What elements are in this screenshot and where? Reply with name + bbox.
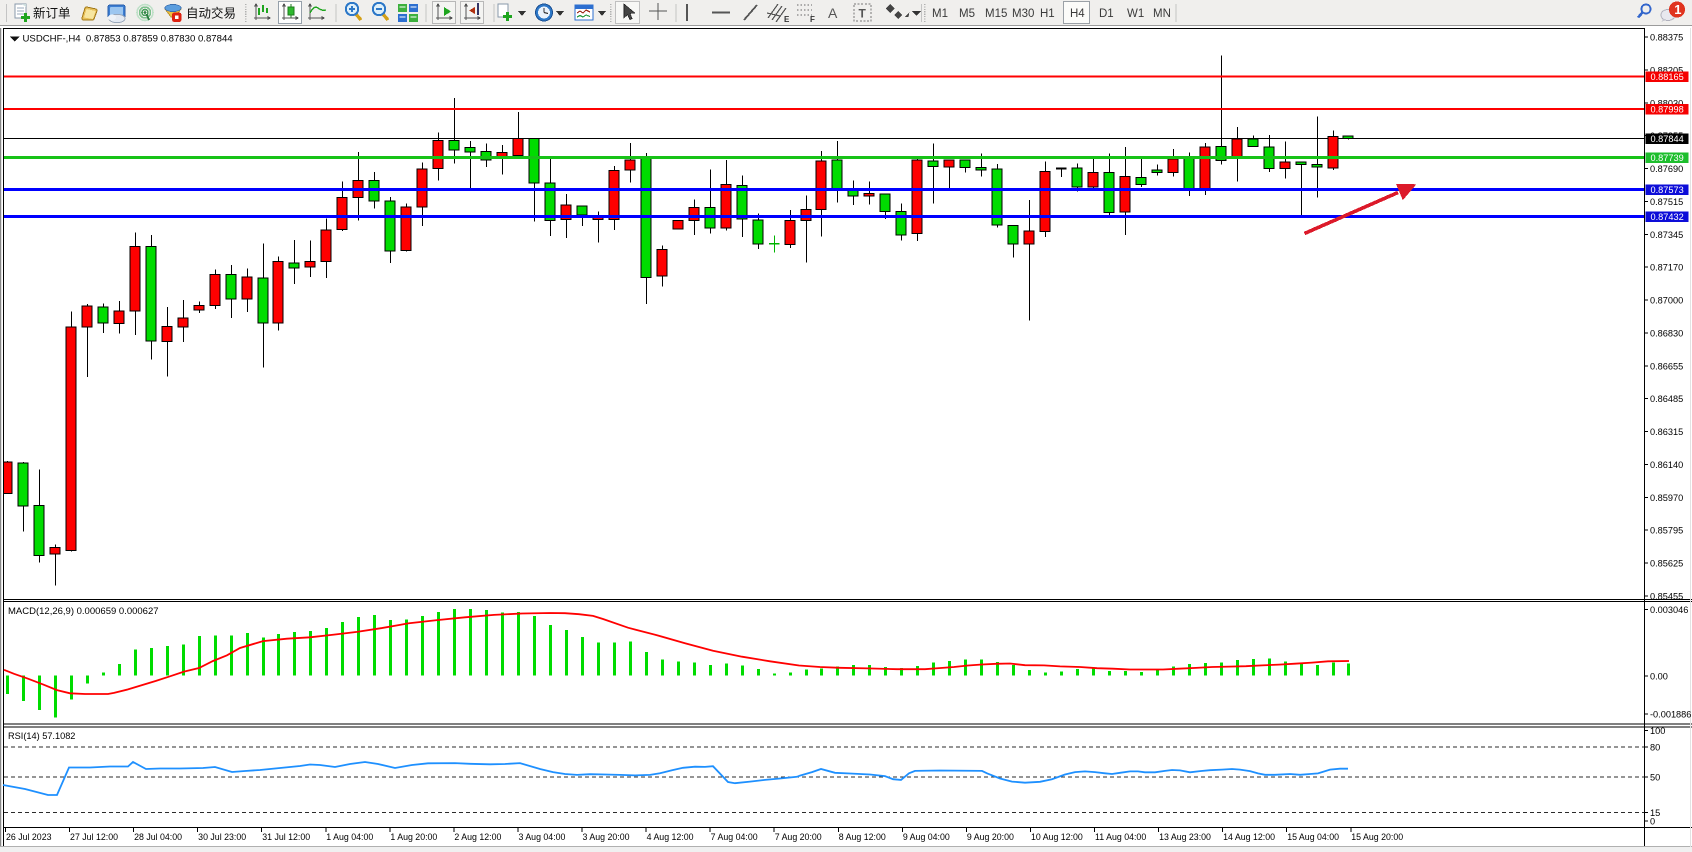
svg-text:A: A (828, 5, 838, 21)
svg-text:1: 1 (1674, 2, 1681, 17)
svg-text:0: 0 (1650, 817, 1655, 827)
svg-text:M5: M5 (959, 8, 975, 20)
svg-text:27 Jul 12:00: 27 Jul 12:00 (70, 832, 118, 842)
svg-text:14 Aug 12:00: 14 Aug 12:00 (1223, 832, 1275, 842)
svg-text:0.87515: 0.87515 (1650, 197, 1683, 207)
svg-text:0.87432: 0.87432 (1651, 212, 1684, 222)
svg-text:0.87573: 0.87573 (1651, 185, 1684, 195)
svg-text:0.88030: 0.88030 (1650, 98, 1683, 108)
svg-text:0.87690: 0.87690 (1650, 164, 1683, 174)
svg-text:M15: M15 (985, 8, 1007, 20)
svg-text:D1: D1 (1099, 8, 1114, 20)
svg-text:1 Aug 20:00: 1 Aug 20:00 (390, 832, 437, 842)
svg-text:3 Aug 04:00: 3 Aug 04:00 (518, 832, 565, 842)
svg-text:13 Aug 23:00: 13 Aug 23:00 (1159, 832, 1211, 842)
svg-text:26 Jul 2023: 26 Jul 2023 (6, 832, 52, 842)
svg-text:T: T (859, 7, 867, 21)
svg-text:0.87844: 0.87844 (1651, 134, 1684, 144)
svg-text:0.87739: 0.87739 (1651, 153, 1684, 163)
svg-text:H4: H4 (1070, 8, 1085, 20)
svg-text:100: 100 (1650, 726, 1665, 736)
svg-text:9 Aug 04:00: 9 Aug 04:00 (903, 832, 950, 842)
svg-text:0.87000: 0.87000 (1650, 296, 1683, 306)
svg-text:0.86830: 0.86830 (1650, 328, 1683, 338)
svg-text:28 Jul 04:00: 28 Jul 04:00 (134, 832, 182, 842)
svg-text:15 Aug 04:00: 15 Aug 04:00 (1287, 832, 1339, 842)
svg-text:M1: M1 (932, 8, 948, 20)
svg-text:H1: H1 (1040, 8, 1055, 20)
svg-text:0.87170: 0.87170 (1650, 263, 1683, 273)
svg-text:0.85625: 0.85625 (1650, 559, 1683, 569)
svg-text:15: 15 (1650, 808, 1660, 818)
svg-text:0.87998: 0.87998 (1651, 105, 1684, 115)
svg-text:W1: W1 (1127, 8, 1144, 20)
svg-text:0.86140: 0.86140 (1650, 460, 1683, 470)
svg-text:1 Aug 04:00: 1 Aug 04:00 (326, 832, 373, 842)
svg-text:10 Aug 12:00: 10 Aug 12:00 (1031, 832, 1083, 842)
svg-text:8 Aug 12:00: 8 Aug 12:00 (839, 832, 886, 842)
svg-text:0.86315: 0.86315 (1650, 427, 1683, 437)
svg-text:MACD(12,26,9) 0.000659 0.00062: MACD(12,26,9) 0.000659 0.000627 (8, 606, 159, 617)
svg-text:2 Aug 12:00: 2 Aug 12:00 (454, 832, 501, 842)
svg-text:0.00: 0.00 (1650, 672, 1668, 682)
svg-text:USDCHF-,H4 0.87853 0.87859 0.: USDCHF-,H4 0.87853 0.87859 0.87830 0.878… (23, 34, 234, 45)
svg-text:-0.001886: -0.001886 (1650, 710, 1691, 720)
svg-text:9 Aug 20:00: 9 Aug 20:00 (967, 832, 1014, 842)
svg-text:11 Aug 04:00: 11 Aug 04:00 (1095, 832, 1146, 842)
svg-text:F: F (810, 15, 815, 24)
svg-text:新订单: 新订单 (33, 6, 71, 21)
svg-text:3 Aug 20:00: 3 Aug 20:00 (583, 832, 630, 842)
svg-text:30 Jul 23:00: 30 Jul 23:00 (198, 832, 246, 842)
svg-text:0.86655: 0.86655 (1650, 361, 1683, 371)
svg-text:80: 80 (1650, 743, 1660, 753)
svg-text:0.88375: 0.88375 (1650, 33, 1683, 43)
svg-text:0.85455: 0.85455 (1650, 592, 1683, 602)
svg-text:RSI(14) 57.1082: RSI(14) 57.1082 (8, 731, 75, 741)
svg-text:0.88205: 0.88205 (1650, 65, 1683, 75)
svg-text:M30: M30 (1012, 8, 1034, 20)
svg-text:7 Aug 04:00: 7 Aug 04:00 (711, 832, 758, 842)
svg-text:0.86485: 0.86485 (1650, 394, 1683, 404)
svg-text:7 Aug 20:00: 7 Aug 20:00 (775, 832, 822, 842)
svg-text:31 Jul 12:00: 31 Jul 12:00 (262, 832, 310, 842)
svg-text:自动交易: 自动交易 (186, 6, 236, 21)
svg-text:4 Aug 12:00: 4 Aug 12:00 (647, 832, 694, 842)
svg-text:0.88165: 0.88165 (1651, 72, 1684, 82)
svg-text:15 Aug 20:00: 15 Aug 20:00 (1351, 832, 1403, 842)
svg-text:0.85795: 0.85795 (1650, 526, 1683, 536)
svg-text:0.87345: 0.87345 (1650, 230, 1683, 240)
svg-text:E: E (784, 15, 790, 24)
svg-text:0.85970: 0.85970 (1650, 493, 1683, 503)
svg-text:MN: MN (1153, 8, 1171, 20)
svg-text:0.003046: 0.003046 (1650, 605, 1688, 615)
svg-text:50: 50 (1650, 773, 1660, 783)
